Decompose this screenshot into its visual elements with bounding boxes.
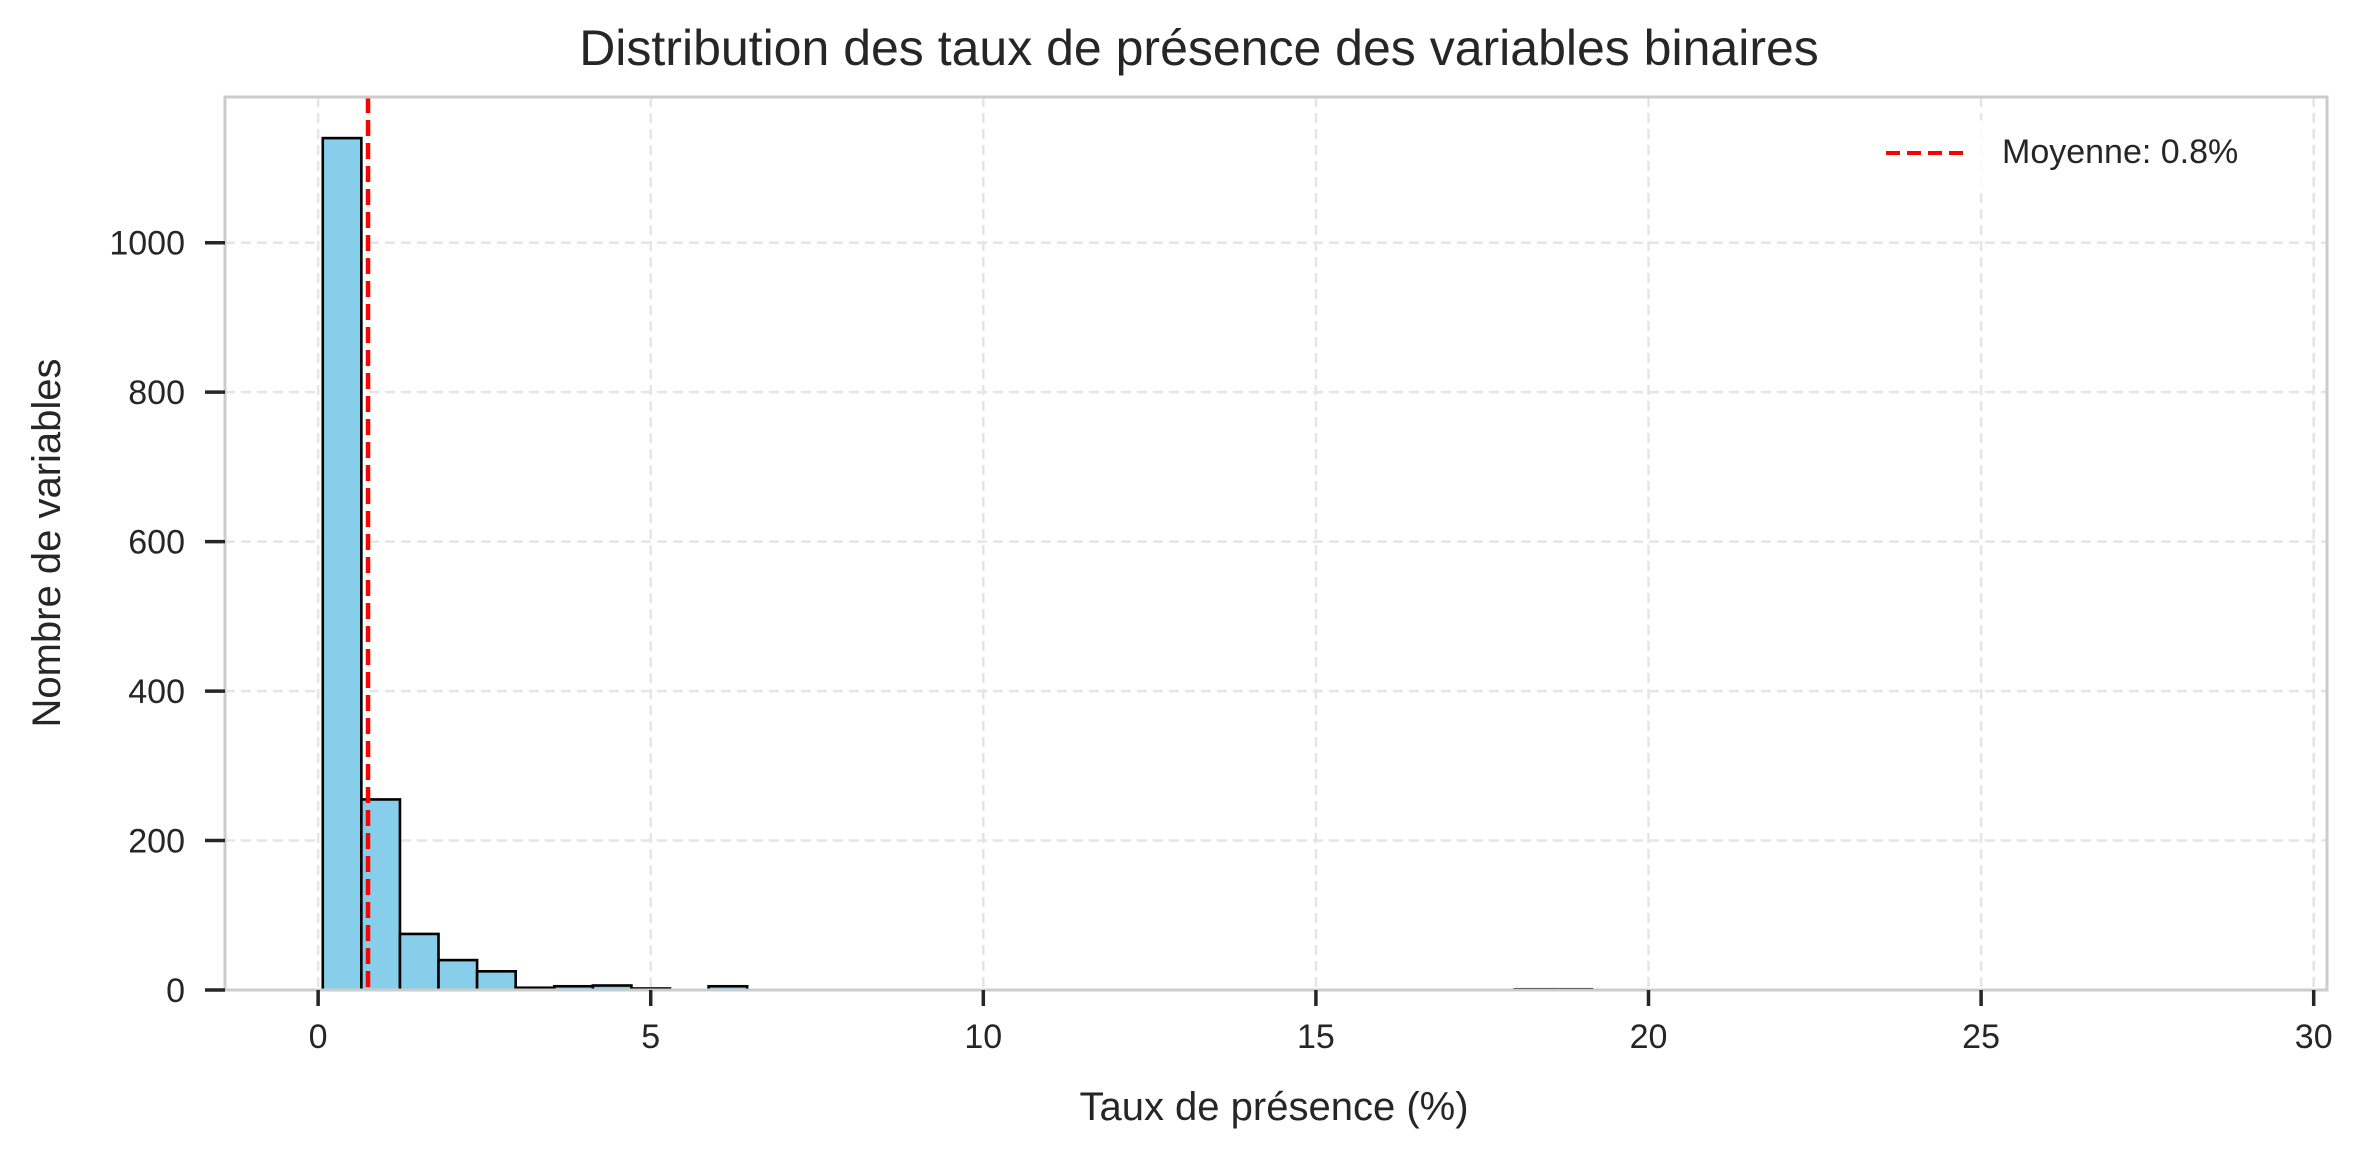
y-axis-ticks: 0 200 400 600 800 1000 [109,225,225,1010]
y-tick-label-3: 600 [128,524,185,562]
x-axis-label: Taux de présence (%) [1079,1085,1468,1129]
histogram-bar-2 [398,932,440,992]
y-tick-label-5: 1000 [109,225,185,263]
x-tick-label-6: 30 [2295,1018,2333,1056]
y-tick-label-0: 0 [166,972,185,1010]
y-tick-label-1: 200 [128,823,185,861]
plot-frame [223,95,2329,992]
x-tick-label-1: 5 [641,1018,660,1056]
x-tick-label-3: 15 [1297,1018,1335,1056]
legend-label-mean: Moyenne: 0.8% [2002,133,2238,171]
legend-box [1860,120,2300,192]
x-tick-label-5: 25 [1962,1018,2000,1056]
histogram-bar-0 [321,136,363,992]
histogram-bar-3 [437,958,479,992]
x-tick-label-0: 0 [309,1018,328,1056]
y-tick-label-4: 800 [128,374,185,412]
y-tick-label-2: 400 [128,673,185,711]
x-tick-label-4: 20 [1630,1018,1668,1056]
x-axis-ticks: 0 5 10 15 20 25 30 [309,990,2333,1056]
legend: Moyenne: 0.8% [1860,120,2300,192]
x-tick-label-2: 10 [964,1018,1002,1056]
histogram-bar-4 [475,970,517,992]
y-axis-label: Nombre de variables [25,358,69,727]
chart-title: Distribution des taux de présence des va… [579,20,1819,76]
